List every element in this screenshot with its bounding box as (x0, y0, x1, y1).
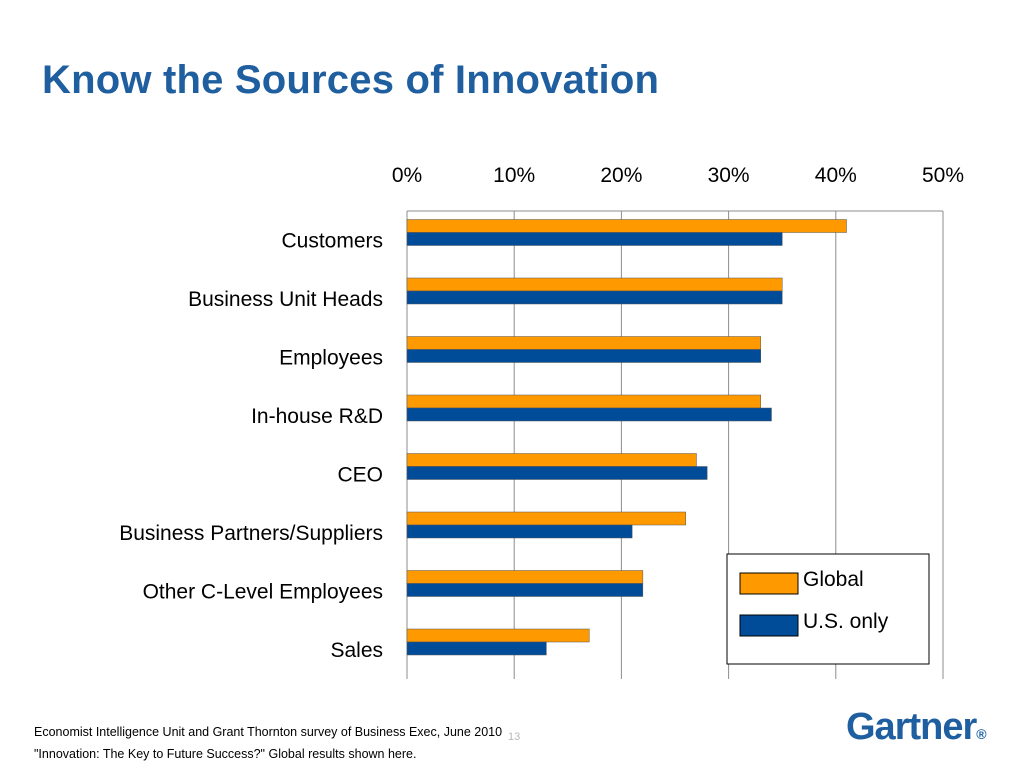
category-label: Sales (330, 639, 383, 662)
legend-swatch (739, 614, 799, 637)
gartner-logo: Gartner® (846, 706, 987, 749)
source-footnote: Economist Intelligence Unit and Grant Th… (34, 725, 503, 739)
bar-global (406, 570, 644, 584)
category-label: In-house R&D (251, 405, 383, 428)
bar-u-s-only (406, 232, 783, 246)
slide-title: Know the Sources of Innovation (42, 58, 660, 102)
category-label: Business Partners/Suppliers (119, 522, 383, 545)
x-tick-label: 10% (493, 164, 535, 187)
bar-u-s-only (406, 583, 644, 597)
bar-global (406, 394, 762, 409)
bar-global (406, 219, 847, 233)
bar-u-s-only (406, 407, 772, 422)
x-tick-label: 40% (815, 164, 857, 187)
x-tick-label: 20% (600, 164, 642, 187)
x-tick-label: 50% (922, 164, 964, 187)
legend-swatch (739, 572, 799, 595)
bar-u-s-only (406, 641, 547, 656)
legend-box (726, 553, 930, 665)
bar-u-s-only (406, 524, 633, 539)
bar-u-s-only (406, 466, 708, 480)
bar-global (406, 453, 697, 467)
legend-label: U.S. only (803, 610, 889, 633)
bar-global (406, 511, 686, 526)
x-tick-label: 30% (708, 164, 750, 187)
bar-u-s-only (406, 349, 762, 363)
x-tick-label: 0% (392, 164, 422, 187)
category-label: Customers (281, 230, 383, 253)
category-label: Business Unit Heads (188, 288, 383, 311)
category-label: CEO (337, 464, 383, 487)
bar-chart: 0% 10% 20% 30% 40% 50% Customers Business Unit … (119, 164, 964, 679)
legend-label: Global (803, 568, 864, 591)
bar-global (406, 277, 783, 292)
category-label: Employees (279, 347, 383, 370)
registered-mark: ® (976, 726, 987, 742)
bar-global (406, 336, 762, 350)
page-number: 13 (508, 731, 521, 743)
logo-text: Gartner (846, 706, 977, 748)
bar-global (406, 628, 590, 643)
bar-u-s-only (406, 290, 783, 305)
category-label: Other C-Level Employees (143, 581, 383, 604)
results-footnote: "Innovation: The Key to Future Success?"… (34, 747, 417, 761)
